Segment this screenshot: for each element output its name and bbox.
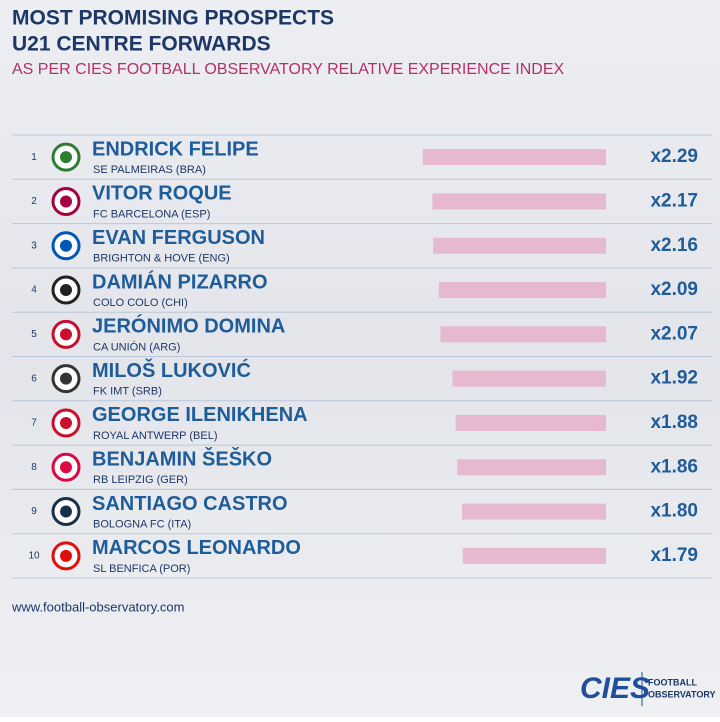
- value-label: x1.92: [650, 368, 698, 389]
- bar: [433, 237, 606, 254]
- rank: 10: [28, 550, 40, 561]
- rows: 1 ENDRICK FELIPE SE PALMEIRAS (BRA) x2.29 2 V…: [12, 134, 712, 579]
- bar: [452, 370, 606, 387]
- logo: CIES: [580, 672, 650, 705]
- bar: [457, 459, 606, 476]
- bar: [455, 414, 606, 431]
- website: www.football-observatory.com: [11, 599, 184, 614]
- player-name: EVAN FERGUSON: [92, 227, 265, 249]
- player-name: MARCOS LEONARDO: [92, 537, 301, 559]
- bar: [438, 282, 606, 299]
- player-name: ENDRICK FELIPE: [92, 138, 259, 160]
- value-label: x2.07: [650, 323, 698, 344]
- bar: [440, 326, 606, 343]
- value-label: x1.86: [650, 456, 698, 477]
- subtitle: AS PER CIES FOOTBALL OBSERVATORY RELATIV…: [12, 61, 565, 78]
- player-name: BENJAMIN ŠEŠKO: [92, 447, 272, 471]
- club-badge-inner: [60, 284, 72, 297]
- club-badge-inner: [60, 195, 72, 208]
- club-badge-inner: [60, 372, 72, 385]
- player-name: VITOR ROQUE: [92, 183, 232, 205]
- player-name: JERÓNIMO DOMINA: [92, 314, 285, 338]
- club-badge-inner: [60, 328, 72, 341]
- value-label: x1.80: [650, 501, 698, 522]
- rank: 4: [31, 285, 37, 296]
- club-badge-inner: [60, 549, 72, 562]
- title: MOST PROMISING PROSPECTS: [12, 7, 334, 30]
- club-name: SE PALMEIRAS (BRA): [93, 164, 206, 176]
- club-name: FK IMT (SRB): [93, 386, 162, 398]
- rank: 8: [31, 462, 37, 473]
- club-name: BOLOGNA FC (ITA): [93, 518, 191, 530]
- value-label: x1.79: [650, 545, 698, 566]
- player-name: MILOŠ LUKOVIĆ: [92, 358, 251, 382]
- club-badge-inner: [60, 151, 72, 164]
- value-label: x2.17: [650, 190, 698, 211]
- club-name: COLO COLO (CHI): [93, 297, 188, 309]
- rank: 9: [31, 506, 37, 517]
- club-name: BRIGHTON & HOVE (ENG): [93, 253, 230, 265]
- value-label: x2.29: [650, 146, 698, 167]
- player-name: SANTIAGO CASTRO: [92, 493, 288, 515]
- club-name: FC BARCELONA (ESP): [93, 208, 210, 220]
- rank: 1: [31, 152, 37, 163]
- bar: [422, 149, 606, 166]
- club-badge-inner: [60, 505, 72, 518]
- bar: [462, 547, 606, 564]
- club-badge-inner: [60, 239, 72, 252]
- club-badge-inner: [60, 461, 72, 474]
- bar: [432, 193, 606, 210]
- rank: 2: [31, 196, 37, 207]
- rank: 5: [31, 329, 37, 340]
- club-name: CA UNIÓN (ARG): [93, 340, 180, 353]
- player-name: DAMIÁN PIZARRO: [92, 270, 268, 293]
- value-label: x2.09: [650, 279, 698, 300]
- rank: 7: [31, 418, 37, 429]
- title: U21 CENTRE FORWARDS: [12, 33, 271, 56]
- club-name: RB LEIPZIG (GER): [93, 474, 188, 486]
- player-name: GEORGE ILENIKHENA: [92, 404, 308, 426]
- logo-text: FOOTBALL: [648, 677, 697, 687]
- rank: 6: [31, 373, 37, 384]
- logo-text: OBSERVATORY: [648, 689, 716, 699]
- club-name: ROYAL ANTWERP (BEL): [93, 430, 218, 442]
- club-badge-inner: [60, 416, 72, 429]
- rank: 3: [31, 240, 37, 251]
- bar: [462, 503, 606, 520]
- value-label: x1.88: [650, 412, 698, 433]
- club-name: SL BENFICA (POR): [93, 563, 190, 575]
- value-label: x2.16: [650, 235, 698, 256]
